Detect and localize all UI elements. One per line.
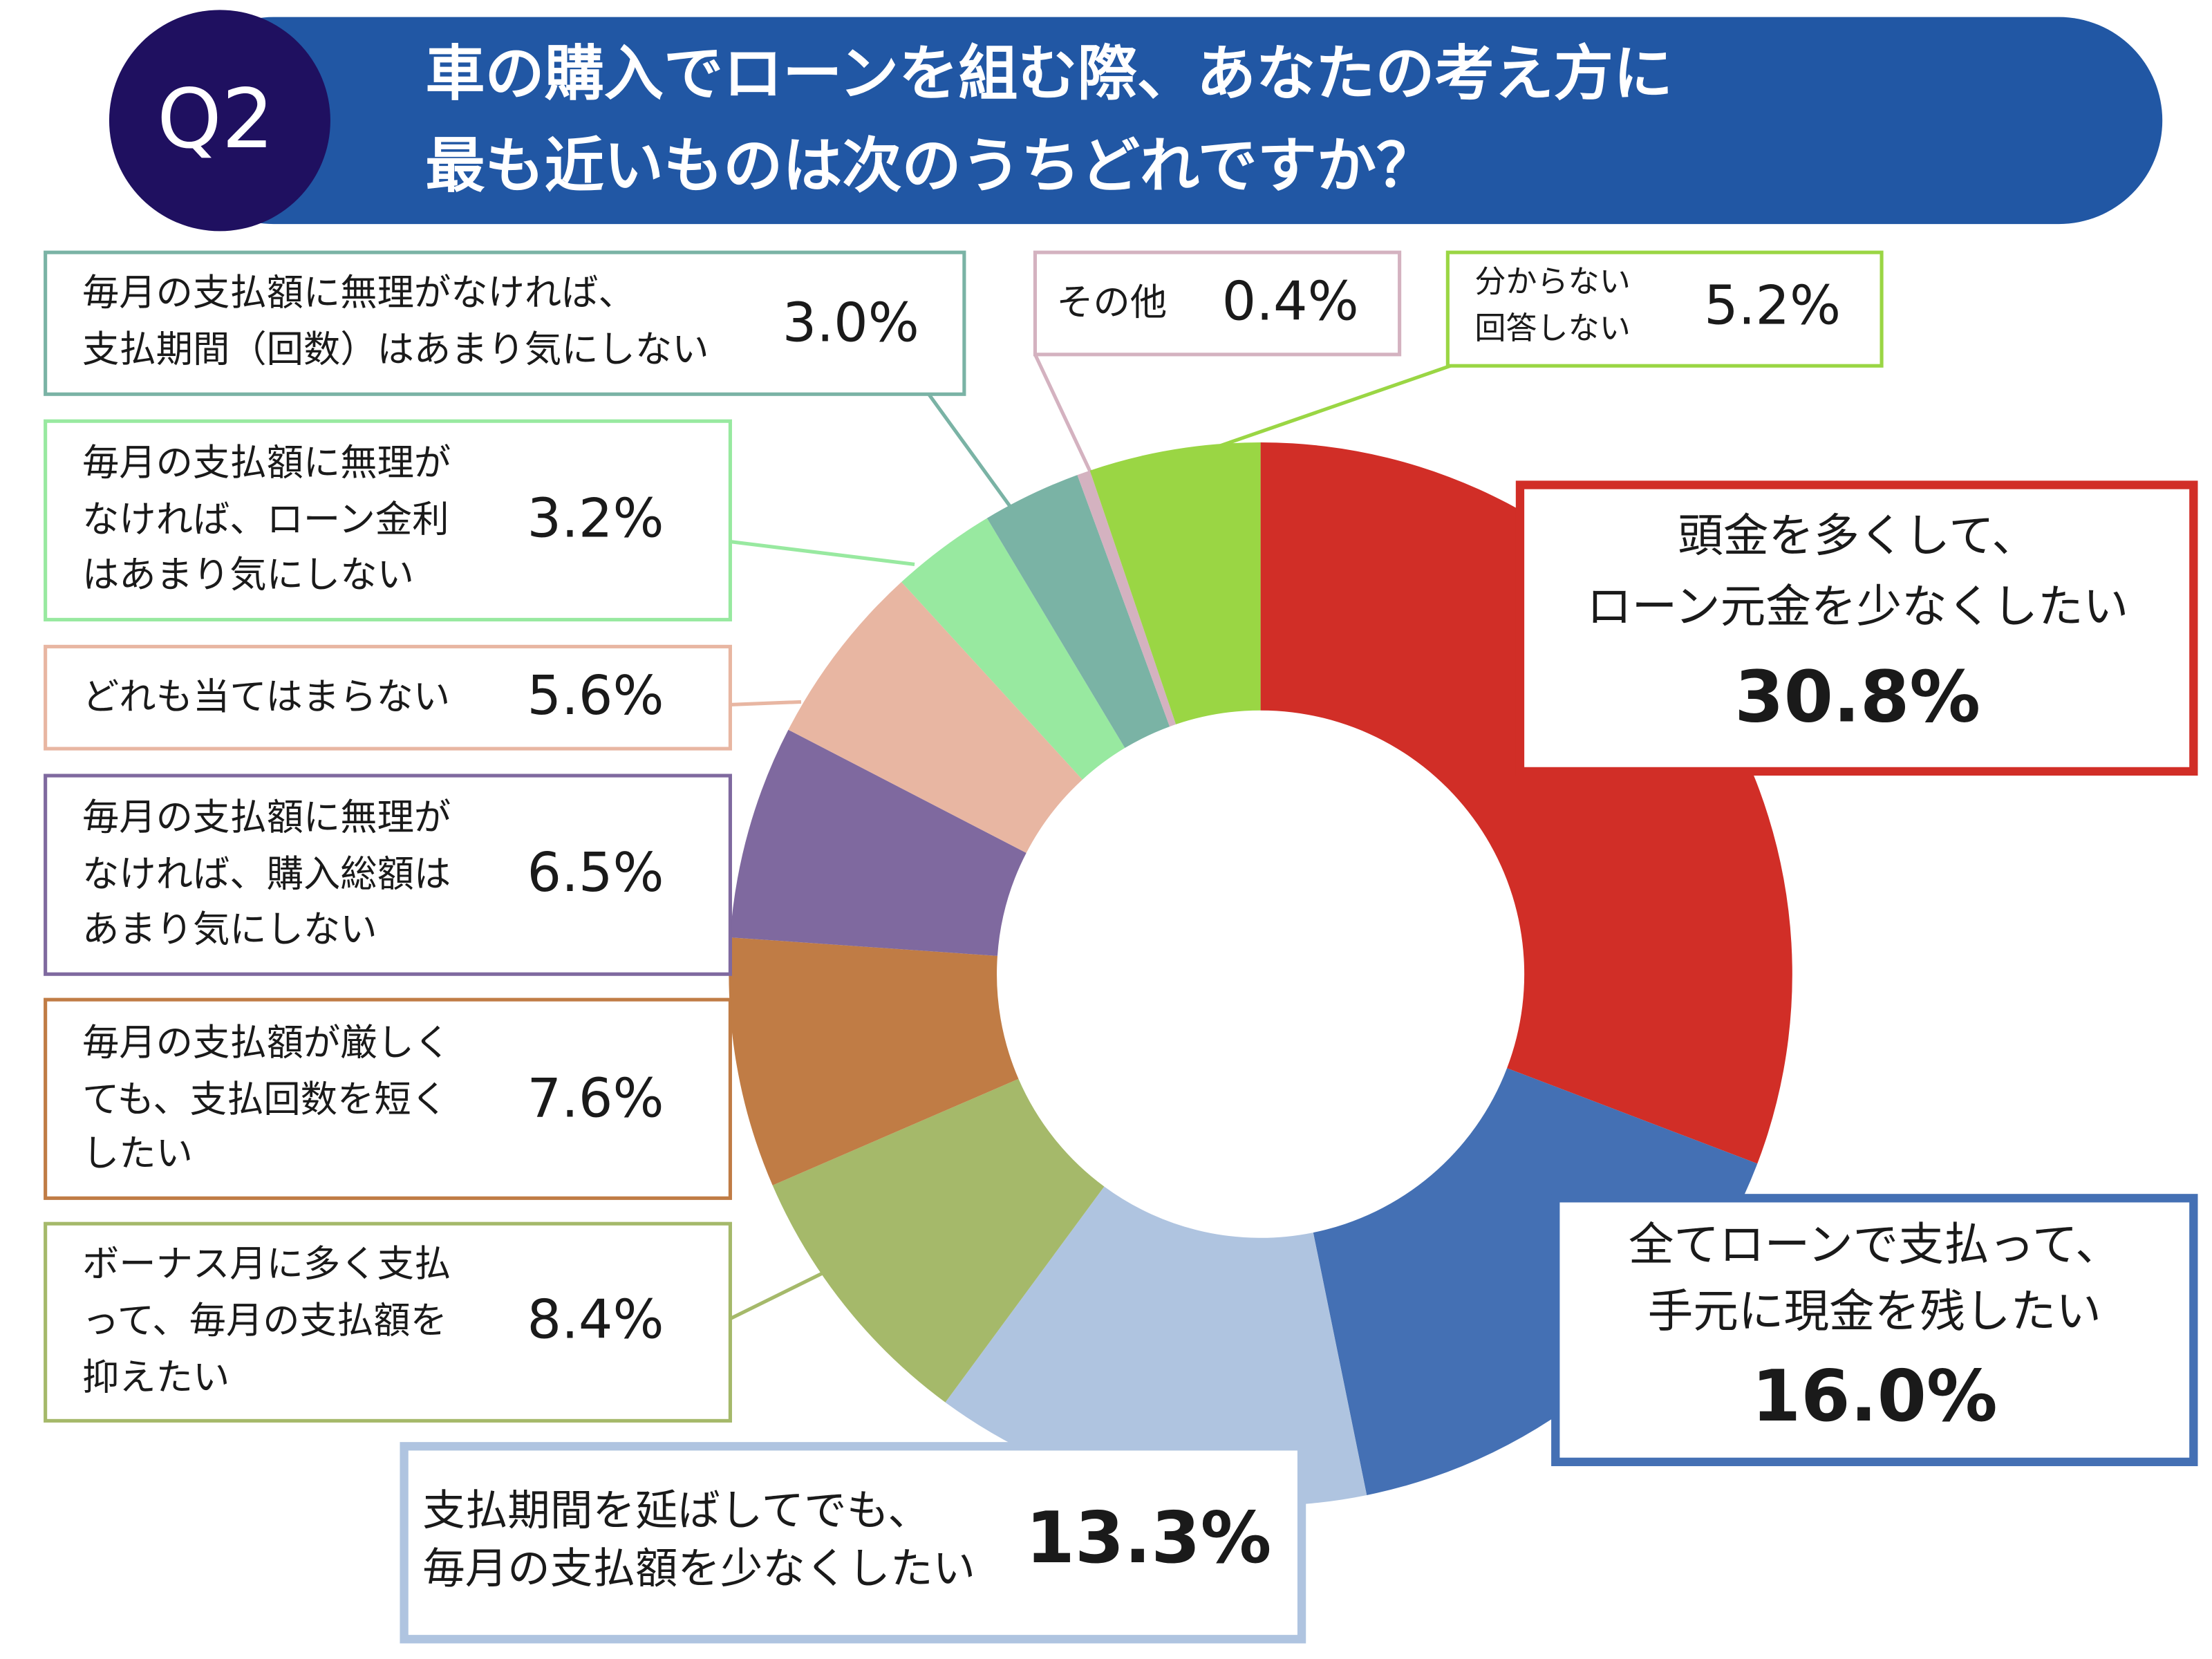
badge: Q2 xyxy=(157,72,274,167)
label-box xyxy=(1445,250,1884,368)
category-label: 抑えたい xyxy=(82,1356,229,1399)
category-label: 分からない xyxy=(1474,263,1631,299)
label-box xyxy=(44,1221,732,1423)
category-label: あまり気にしない xyxy=(82,907,377,950)
category-label: 手元に現金を残したい xyxy=(1648,1286,2101,1338)
value-label: 0.4% xyxy=(1222,270,1359,332)
label-box xyxy=(1033,250,1402,357)
category-label: 毎月の支払額に無理が xyxy=(82,440,451,484)
title-line: 車の購入でローンを組む際、あなたの考え方に xyxy=(425,39,1673,109)
value-label: 16.0% xyxy=(1752,1356,1998,1438)
donut-slice xyxy=(730,729,1027,956)
badge-circle xyxy=(109,10,330,232)
donut-slice xyxy=(729,937,1019,1185)
category-label: 支払期間を延ばしてでも、 xyxy=(422,1485,930,1535)
label-box xyxy=(44,419,732,621)
category-label: って、毎月の支払額を xyxy=(82,1298,447,1342)
leader-line xyxy=(927,393,1013,509)
value-label: 3.0% xyxy=(782,292,919,354)
leader-line xyxy=(1204,364,1452,453)
value-label: 30.8% xyxy=(1734,657,1980,739)
donut-slice xyxy=(772,1078,1105,1403)
donut-slice xyxy=(1313,1068,1758,1495)
label-box xyxy=(1551,1194,2198,1467)
category-label: ローン元金を少なくしたい xyxy=(1586,581,2128,633)
donut-slice xyxy=(986,475,1170,749)
category-label: ボーナス月に多く支払 xyxy=(82,1241,451,1285)
label-box xyxy=(44,997,732,1200)
category-label: 毎月の支払額に無理がなければ、 xyxy=(82,270,635,314)
title-bar xyxy=(170,17,2163,225)
category-label: 回答しない xyxy=(1474,310,1631,346)
value-label: 8.4% xyxy=(527,1288,664,1351)
category-label: 毎月の支払額に無理が xyxy=(82,795,451,838)
value-label: 3.2% xyxy=(527,487,664,550)
donut-slice xyxy=(901,518,1125,780)
leader-line xyxy=(730,540,915,566)
label-box xyxy=(44,644,732,751)
donut-slice xyxy=(1089,442,1261,724)
category-label: 全てローンで支払って、 xyxy=(1629,1219,2121,1271)
donut-slice xyxy=(788,581,1082,853)
label-box xyxy=(44,774,732,976)
donut-slice xyxy=(945,1186,1367,1506)
value-label: 13.3% xyxy=(1026,1497,1272,1580)
label-box xyxy=(1515,480,2198,776)
category-label: どれも当てはまらない xyxy=(82,675,450,718)
leader-line xyxy=(729,1264,838,1320)
value-label: 5.2% xyxy=(1704,275,1841,337)
leader-line xyxy=(1033,353,1094,476)
category-label: ても、支払回数を短く xyxy=(82,1077,448,1121)
title-line: 最も近いものは次のうちどれですか？ xyxy=(425,132,1436,201)
category-label: なければ、購入総額は xyxy=(82,852,451,895)
category-label: 毎月の支払額を少なくしたい xyxy=(422,1544,975,1593)
category-label: はあまり気にしない xyxy=(82,553,414,597)
value-label: 6.5% xyxy=(527,842,664,904)
category-label: 支払期間（回数）はあまり気にしない xyxy=(82,327,709,371)
category-label: なければ、ローン金利 xyxy=(82,498,449,541)
donut-slice xyxy=(1077,470,1177,727)
category-label: 頭金を多くして、 xyxy=(1678,510,2037,563)
category-label: 毎月の支払額が厳しく xyxy=(82,1020,451,1064)
category-label: したい xyxy=(82,1131,193,1174)
leader-line xyxy=(730,700,802,707)
label-box xyxy=(400,1442,1306,1644)
label-box xyxy=(44,250,966,396)
value-label: 7.6% xyxy=(527,1067,664,1130)
value-label: 5.6% xyxy=(527,665,664,727)
category-label: その他 xyxy=(1056,281,1167,324)
